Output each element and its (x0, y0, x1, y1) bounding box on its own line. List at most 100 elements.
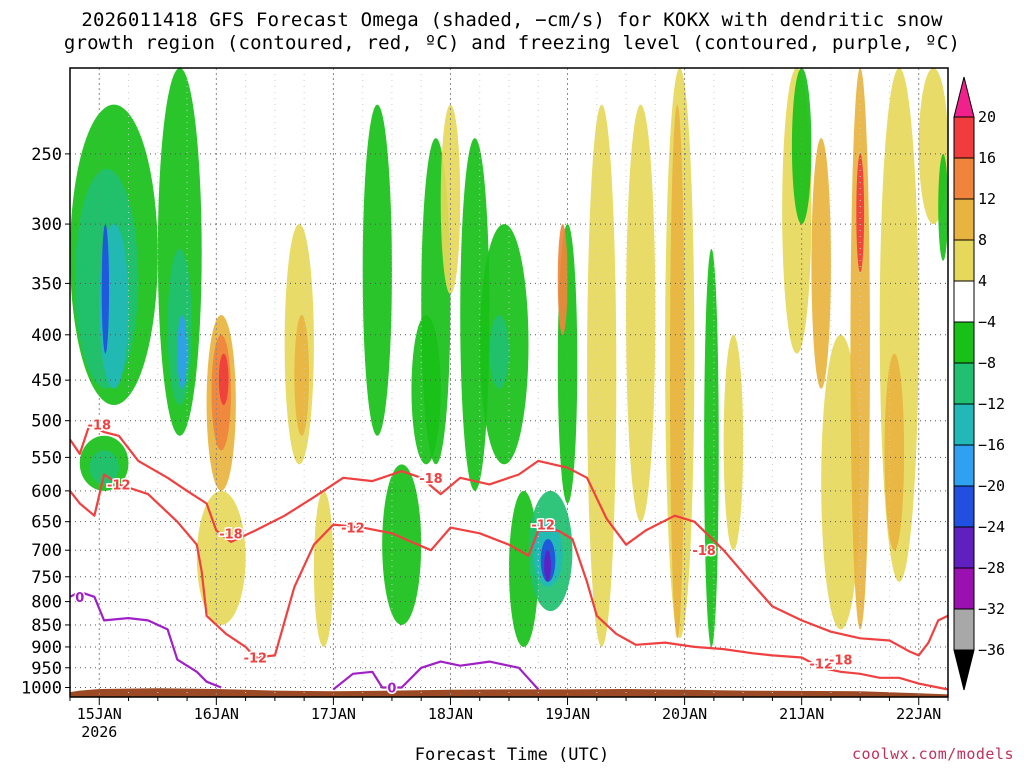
colorbar-swatch (953, 608, 975, 651)
colorbar-swatch (953, 157, 975, 200)
omega-patch (821, 334, 861, 630)
y-tick-label: 400 (31, 326, 62, 346)
contour-label: -18 (219, 527, 243, 542)
x-tick-label: 15JAN (77, 705, 122, 723)
omega-patch (196, 490, 246, 625)
contour-label: 0 (387, 681, 396, 696)
colorbar-swatch (953, 239, 975, 282)
y-tick-label: 550 (31, 448, 62, 468)
chart-title-line-2: growth region (contoured, red, ºC) and f… (63, 32, 961, 54)
temperature-contours (70, 423, 948, 691)
omega-patch (557, 224, 568, 335)
x-tick-label: 20JAN (662, 705, 707, 723)
contour-line (70, 473, 948, 691)
x-tick-label: 18JAN (428, 705, 473, 723)
colorbar-label: −16 (978, 436, 1005, 454)
contour-label: 0 (75, 591, 84, 606)
y-tick-label: 950 (31, 659, 62, 679)
omega-patch (811, 138, 831, 389)
x-tick-sublabel: 2026 (81, 723, 117, 741)
colorbar-swatch (953, 526, 975, 569)
omega-patch (362, 104, 392, 436)
contour-label: -12 (244, 651, 268, 666)
contour-line (332, 660, 540, 691)
contour-line (70, 590, 222, 689)
omega-patch (704, 248, 719, 647)
chart-title-line-1: 2026011418 GFS Forecast Omega (shaded, −… (81, 9, 943, 31)
contour-label: -12 (341, 522, 365, 537)
x-tick-label: 21JAN (779, 705, 824, 723)
colorbar-swatch (953, 280, 975, 323)
omega-patch (626, 104, 656, 522)
omega-patch (791, 68, 812, 225)
x-tick-label: 17JAN (311, 705, 356, 723)
colorbar-label: −20 (978, 477, 1005, 495)
omega-shading (70, 68, 948, 647)
omega-patch (177, 315, 188, 389)
y-tick-label: 600 (31, 482, 62, 502)
omega-patch (669, 104, 685, 639)
colorbar-label: 12 (978, 190, 996, 208)
y-tick-label: 500 (31, 412, 62, 432)
y-tick-label: 750 (31, 568, 62, 588)
colorbar-label: −28 (978, 559, 1005, 577)
colorbar-top-arrow (953, 76, 975, 118)
y-axis: 2503003504004505005506006507007508008509… (21, 145, 70, 698)
credit-text: coolwx.com/models (851, 745, 1014, 763)
x-tick-label: 19JAN (545, 705, 590, 723)
y-tick-label: 350 (31, 274, 62, 294)
y-tick-label: 450 (31, 371, 62, 391)
y-tick-label: 300 (31, 215, 62, 235)
x-tick-label: 16JAN (194, 705, 239, 723)
y-tick-label: 650 (31, 513, 62, 533)
colorbar-label: −24 (978, 518, 1005, 536)
colorbar-label: 4 (978, 272, 987, 290)
x-tick-label: 22JAN (896, 705, 941, 723)
colorbar-label: −12 (978, 395, 1005, 413)
y-tick-label: 700 (31, 541, 62, 561)
colorbar-label: −4 (978, 313, 996, 331)
colorbar-swatch (953, 444, 975, 487)
contour-label: -18 (692, 544, 716, 559)
omega-patch (313, 490, 334, 647)
omega-patch (850, 68, 870, 630)
omega-patch (101, 224, 110, 354)
omega-patch (544, 550, 551, 582)
contour-label: -12 (531, 519, 555, 534)
contour-label: -18 (88, 419, 112, 434)
colorbar-label: 16 (978, 149, 996, 167)
omega-patch (294, 315, 310, 436)
colorbar-swatch (953, 362, 975, 405)
omega-patch (218, 353, 229, 405)
colorbar: 20 16 12 8 4 −4 −8 −12 −16 −20 −24 −28 −32 −36 (953, 76, 1005, 691)
omega-patch (489, 315, 509, 389)
colorbar-swatch (953, 485, 975, 528)
colorbar-label: −32 (978, 600, 1005, 618)
omega-patch (938, 153, 948, 261)
y-tick-label: 1000 (21, 678, 62, 698)
x-axis-title: Forecast Time (UTC) (414, 745, 610, 765)
contour-label: -18 (419, 472, 443, 487)
omega-patch (884, 353, 905, 551)
colorbar-swatch (953, 321, 975, 364)
omega-patch (856, 153, 865, 273)
contour-label: -18 (829, 654, 853, 669)
colorbar-bottom-arrow (953, 649, 975, 691)
omega-patch (460, 138, 490, 491)
contour-label: -12 (809, 658, 833, 673)
omega-patch (587, 104, 617, 647)
contour-line (70, 423, 948, 657)
contour-label: -12 (107, 478, 131, 493)
y-tick-label: 800 (31, 593, 62, 613)
colorbar-swatch (953, 403, 975, 446)
colorbar-label: −8 (978, 354, 996, 372)
y-tick-label: 900 (31, 638, 62, 658)
colorbar-label: −36 (978, 641, 1005, 659)
y-tick-label: 850 (31, 616, 62, 636)
colorbar-swatch (953, 198, 975, 241)
colorbar-label: 8 (978, 231, 987, 249)
omega-patch (89, 450, 119, 485)
omega-patch (723, 334, 744, 551)
